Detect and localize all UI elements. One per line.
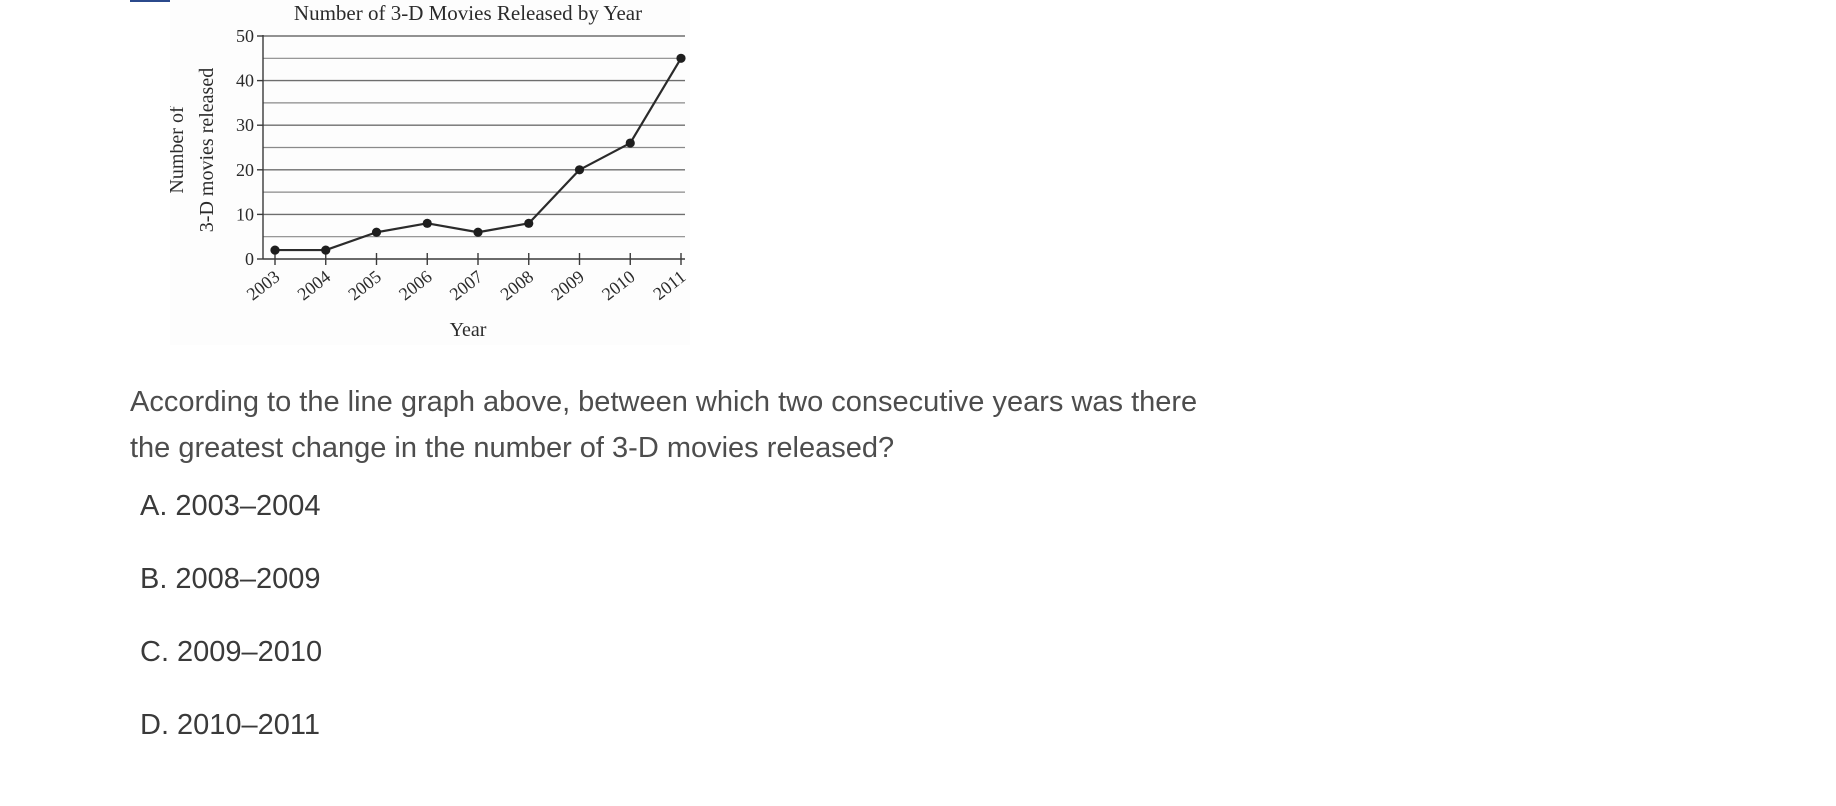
choice-text: 2009–2010: [177, 636, 323, 668]
x-tick-label: 2006: [395, 266, 436, 304]
data-point: [371, 227, 382, 237]
x-tick-label: 2010: [598, 266, 639, 304]
choice-c[interactable]: C. 2009–2010: [140, 632, 322, 705]
data-point: [625, 138, 635, 148]
answer-choices: A. 2003–2004 B. 2008–2009 C. 2009–2010 D. 20…: [140, 486, 322, 778]
data-point: [574, 165, 585, 175]
choice-letter: D.: [140, 709, 169, 741]
y-tick-label: 20: [236, 160, 254, 180]
data-point: [270, 245, 280, 255]
y-tick-label: 0: [245, 249, 254, 269]
choice-text: 2003–2004: [175, 490, 321, 522]
y-tick-label: 40: [236, 71, 254, 91]
x-axis-label: Year: [450, 319, 487, 341]
data-point: [321, 245, 331, 255]
x-tick-label: 2005: [344, 266, 385, 304]
x-tick-label: 2004: [294, 266, 335, 304]
choice-letter: B.: [140, 563, 168, 595]
y-tick-label: 50: [236, 26, 254, 46]
choice-text: 2008–2009: [175, 563, 321, 595]
x-tick-label: 2008: [497, 266, 538, 304]
line-chart-svg: Number of 3-D Movies Released by Year Nu…: [170, 1, 689, 341]
choice-letter: A.: [140, 490, 168, 522]
choice-d[interactable]: D. 2010–2011: [140, 705, 322, 778]
line-chart: Number of 3-D Movies Released by Year Nu…: [170, 0, 690, 345]
data-point: [422, 218, 432, 228]
y-tick-label: 10: [236, 204, 254, 224]
y-axis-label: Number of 3-D movies released: [170, 68, 218, 232]
top-link-underline: [130, 0, 172, 2]
chart-title: Number of 3-D Movies Released by Year: [294, 1, 642, 25]
x-tick-label: 2009: [547, 266, 588, 304]
choice-b[interactable]: B. 2008–2009: [140, 559, 322, 632]
data-point: [676, 53, 686, 63]
question-text: According to the line graph above, betwe…: [130, 386, 1198, 464]
y-axis-label-line-2: 3-D movies released: [196, 68, 218, 232]
y-tick-label: 30: [236, 115, 254, 135]
x-tick-label: 2011: [649, 266, 689, 304]
choice-text: 2010–2011: [177, 709, 321, 741]
x-tick-label: 2007: [446, 266, 487, 304]
y-axis-label-line-1: Number of: [170, 106, 188, 194]
data-point: [473, 227, 483, 237]
series-line: [275, 57, 682, 252]
x-tick-label: 2003: [243, 266, 284, 304]
choice-letter: C.: [140, 636, 169, 668]
choice-a[interactable]: A. 2003–2004: [140, 486, 322, 559]
data-point: [524, 218, 534, 228]
